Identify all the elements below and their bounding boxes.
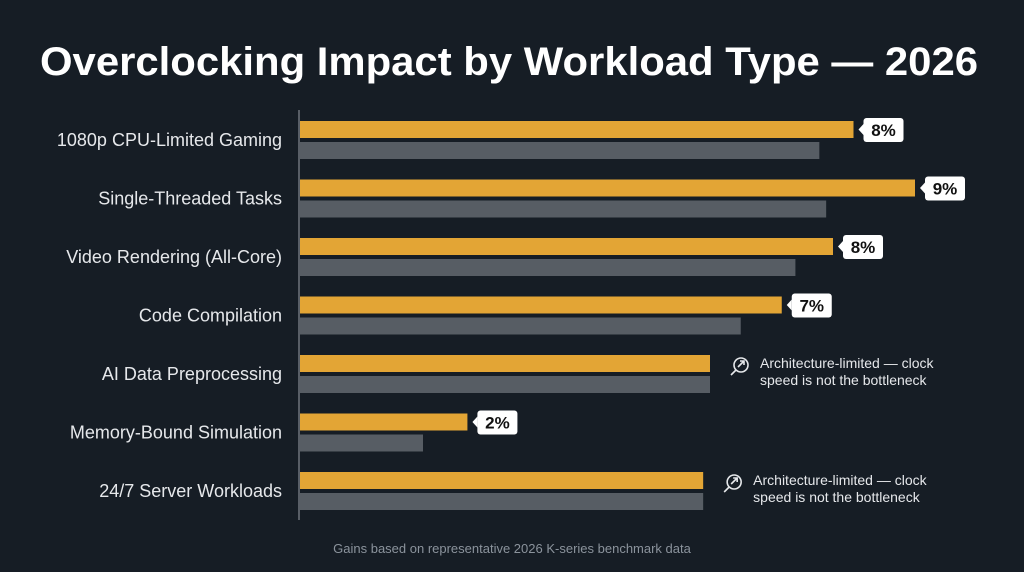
category-label: Single-Threaded Tasks bbox=[98, 189, 282, 209]
bar-stock bbox=[300, 142, 820, 159]
bar-stock bbox=[300, 434, 423, 452]
data-label: 8% bbox=[851, 238, 876, 257]
data-label-pointer bbox=[858, 124, 864, 135]
annotation-text: Architecture-limited — clock bbox=[753, 472, 927, 488]
category-label: 24/7 Server Workloads bbox=[99, 481, 282, 501]
magnifier-arrow-icon bbox=[730, 357, 749, 376]
data-label: 9% bbox=[933, 180, 958, 199]
bar-stock bbox=[300, 317, 741, 335]
data-label-box bbox=[477, 410, 518, 435]
bar-stock bbox=[300, 493, 704, 510]
data-label: 2% bbox=[485, 414, 510, 433]
bar-overclocked bbox=[300, 413, 468, 431]
annotation-text: speed is not the bottleneck bbox=[760, 372, 928, 388]
bar-overclocked bbox=[300, 238, 833, 255]
category-label: Video Rendering (All-Core) bbox=[66, 247, 282, 267]
footnote: Gains based on representative 2026 K-ser… bbox=[333, 541, 691, 556]
data-label-pointer bbox=[920, 182, 925, 194]
category-label: Memory-Bound Simulation bbox=[70, 423, 282, 443]
bar-overclocked bbox=[300, 296, 782, 314]
data-label-pointer bbox=[472, 416, 478, 428]
annotation-text: speed is not the bottleneck bbox=[753, 489, 921, 505]
category-label: 1080p CPU-Limited Gaming bbox=[57, 130, 282, 150]
category-label: Code Compilation bbox=[139, 306, 282, 326]
data-label-pointer bbox=[838, 241, 843, 252]
bar-overclocked bbox=[300, 355, 710, 372]
bar-overclocked bbox=[300, 472, 704, 489]
chart-title: Overclocking Impact by Workload Type — 2… bbox=[40, 40, 978, 84]
data-label-box bbox=[791, 293, 832, 318]
bar-overclocked bbox=[300, 121, 854, 138]
data-label-box bbox=[863, 118, 904, 142]
data-label: 8% bbox=[871, 121, 896, 140]
bar-stock bbox=[300, 200, 827, 218]
bar-overclocked bbox=[300, 179, 915, 197]
magnifier-arrow-icon bbox=[723, 474, 742, 493]
data-label: 7% bbox=[799, 297, 824, 316]
annotation-text: Architecture-limited — clock bbox=[760, 355, 934, 371]
data-label-box bbox=[843, 235, 883, 259]
data-label-pointer bbox=[786, 299, 792, 311]
bar-stock bbox=[300, 259, 796, 276]
data-label-box bbox=[925, 176, 965, 201]
bar-stock bbox=[300, 376, 710, 393]
category-label: AI Data Preprocessing bbox=[102, 364, 282, 384]
